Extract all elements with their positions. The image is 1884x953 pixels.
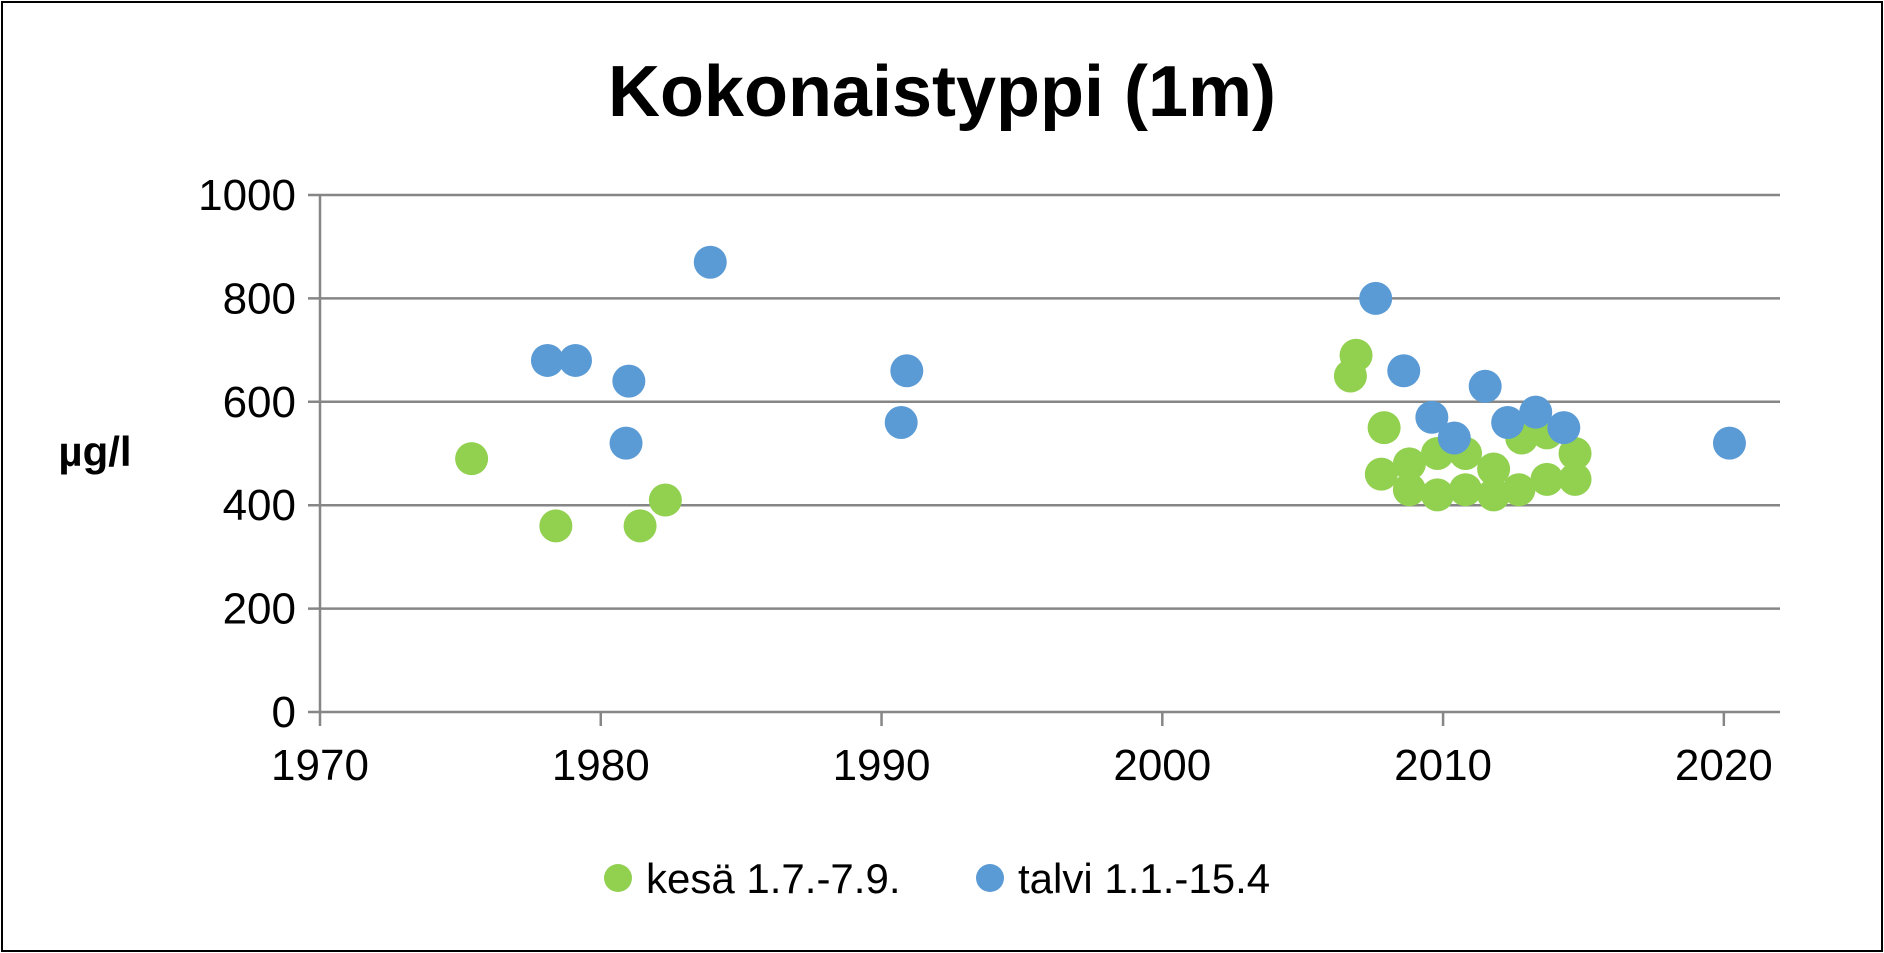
y-axis-label: µg/l: [58, 428, 131, 475]
data-points: [455, 245, 1746, 543]
data-point: [559, 343, 592, 377]
y-tick-label: 400: [223, 481, 296, 530]
data-point: [1491, 405, 1525, 439]
data-point: [1359, 281, 1393, 315]
data-point: [1477, 478, 1511, 512]
x-tick-label: 1970: [271, 741, 369, 790]
data-point: [1449, 473, 1483, 507]
data-point: [1547, 411, 1581, 445]
data-point: [455, 442, 489, 476]
data-point: [884, 405, 918, 439]
chart-title: Kokonaistyppi (1m): [608, 52, 1276, 132]
data-point: [890, 354, 924, 388]
y-tick-label: 1000: [198, 171, 296, 220]
data-point: [1415, 400, 1449, 434]
legend-marker: [604, 864, 632, 892]
data-point: [1437, 421, 1471, 455]
data-point: [1530, 462, 1564, 496]
data-point: [693, 245, 727, 279]
x-tick-label: 2020: [1675, 741, 1773, 790]
legend-marker: [976, 864, 1004, 892]
x-tick-labels: 1970 1980 1990 2000 2010 2020: [271, 741, 1773, 790]
y-tick-label: 0: [272, 688, 296, 737]
data-point: [1392, 447, 1426, 481]
x-tick-label: 1980: [552, 741, 650, 790]
data-point: [1364, 457, 1398, 491]
y-tick-label: 200: [223, 585, 296, 634]
data-point: [1392, 473, 1426, 507]
y-tick-label: 600: [223, 378, 296, 427]
data-point: [612, 364, 646, 398]
x-tick-label: 2000: [1113, 741, 1211, 790]
data-point: [1333, 359, 1367, 393]
data-point: [623, 509, 657, 543]
data-point: [1367, 411, 1401, 445]
data-point: [1558, 462, 1592, 496]
data-point: [1420, 478, 1454, 512]
data-point: [609, 426, 643, 460]
data-point: [1558, 437, 1592, 470]
data-point: [1502, 473, 1536, 507]
x-tick-label: 2010: [1394, 741, 1492, 790]
data-point: [530, 343, 564, 377]
data-point: [539, 509, 573, 543]
legend-label: kesä 1.7.-7.9.: [646, 855, 900, 902]
axes: [308, 195, 1780, 726]
series-1: [530, 245, 1746, 460]
data-point: [1387, 354, 1421, 388]
data-point: [1519, 395, 1553, 429]
y-tick-label: 800: [223, 274, 296, 323]
grid-lines: [308, 193, 1780, 610]
data-point: [1712, 426, 1746, 460]
data-point: [1477, 452, 1511, 486]
y-tick-labels: 0 200 400 600 800 1000: [198, 171, 296, 737]
legend-label: talvi 1.1.-15.4: [1018, 855, 1270, 902]
legend: kesä 1.7.-7.9. talvi 1.1.-15.4: [604, 855, 1270, 902]
data-point: [648, 483, 682, 517]
data-point: [1468, 369, 1502, 403]
x-tick-label: 1990: [833, 741, 931, 790]
